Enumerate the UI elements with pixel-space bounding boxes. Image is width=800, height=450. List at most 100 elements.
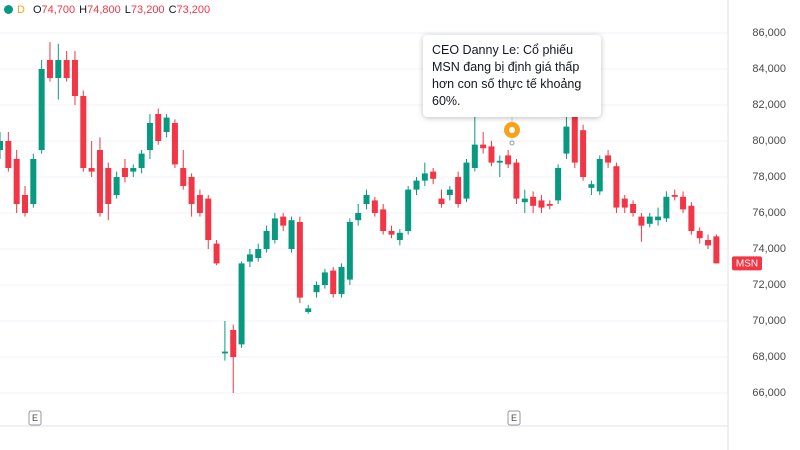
candle-body: [96, 150, 103, 213]
candle-body: [246, 254, 253, 262]
candle-body: [488, 146, 495, 163]
candle-body: [621, 198, 628, 208]
candle-body: [446, 189, 453, 195]
candle-body: [271, 218, 278, 240]
event-marker[interactable]: [507, 410, 521, 426]
candle-body: [288, 220, 295, 249]
candle-body: [463, 162, 470, 199]
candle-body: [113, 177, 120, 195]
candle-body: [188, 177, 195, 204]
ohlc-value: 74,700: [41, 4, 76, 16]
y-tick-label: 76,000: [752, 207, 786, 219]
ohlc-label: H: [79, 4, 88, 16]
candle-body: [663, 196, 670, 219]
event-label: E: [511, 413, 517, 423]
candle-body: [196, 195, 203, 213]
candle-body: [713, 236, 720, 264]
candle-body: [38, 69, 45, 150]
y-tick-label: 74,000: [752, 243, 786, 255]
candle-body: [405, 189, 412, 231]
candle-body: [330, 270, 337, 294]
candle-body: [80, 96, 87, 168]
candle-body: [138, 153, 145, 168]
candle-body: [305, 308, 312, 312]
event-marker[interactable]: [28, 410, 42, 426]
pin-anchor: [509, 140, 515, 146]
candle-body: [605, 155, 612, 163]
candle-body: [238, 263, 245, 345]
candle-body: [455, 177, 462, 204]
candles: [0, 42, 720, 393]
candle-body: [546, 204, 553, 206]
candle-body: [88, 168, 95, 172]
ohlc-value: 73,200: [176, 4, 211, 16]
candle-body: [130, 168, 137, 172]
candle-body: [705, 240, 712, 246]
ohlc-value: 73,200: [130, 4, 165, 16]
candle-body: [121, 168, 128, 177]
candle-body: [296, 222, 303, 298]
candle-body: [46, 60, 53, 78]
candle-body: [380, 209, 387, 231]
candle-body: [205, 198, 212, 240]
candle-body: [588, 184, 595, 188]
annotation: CEO Danny Le: Cổ phiếu MSN đang bị định …: [423, 35, 601, 117]
candle-body: [680, 196, 687, 210]
candle-body: [555, 168, 562, 201]
candle-body: [55, 60, 62, 78]
candle-body: [480, 144, 487, 149]
candle-body: [521, 198, 528, 203]
candle-body: [371, 200, 378, 213]
candle-body: [13, 159, 20, 204]
candle-body: [613, 166, 620, 208]
candle-body: [155, 114, 162, 141]
y-tick-label: 82,000: [752, 99, 786, 111]
candle-body: [363, 195, 370, 204]
annotation-pin-dot: [509, 127, 515, 133]
status-dot: [4, 5, 13, 14]
candle-body: [671, 195, 678, 197]
interval[interactable]: D: [17, 4, 25, 16]
candle-body: [313, 285, 320, 293]
candle-body: [105, 168, 112, 204]
candle-body: [221, 351, 228, 354]
ohlc-value: 74,800: [87, 4, 121, 16]
candle-body: [630, 204, 637, 213]
candle-body: [171, 123, 178, 165]
candle-body: [163, 117, 170, 132]
candle-body: [596, 159, 603, 192]
y-tick-label: 70,000: [752, 315, 786, 327]
y-tick-label: 78,000: [752, 171, 786, 183]
candle-body: [346, 222, 353, 280]
candle-body: [230, 330, 237, 357]
candle-body: [71, 60, 78, 96]
symbol-label: MSN: [736, 259, 758, 270]
y-tick-label: 86,000: [752, 27, 786, 39]
candle-body: [471, 144, 478, 168]
event-label: E: [32, 413, 38, 423]
candle-body: [430, 171, 437, 179]
y-tick-label: 66,000: [752, 387, 786, 399]
ohlc-label: O: [32, 4, 42, 16]
candle-body: [5, 141, 12, 168]
candle-body: [688, 205, 695, 231]
candle-body: [513, 162, 520, 199]
candle-body: [388, 231, 395, 235]
ohlc-label: L: [124, 4, 131, 16]
candle-body: [580, 130, 587, 177]
y-tick-label: 68,000: [752, 351, 786, 363]
candle-body: [421, 173, 428, 181]
candle-body: [696, 231, 703, 239]
candle-body: [63, 60, 70, 78]
candle-body: [496, 160, 503, 163]
candle-body: [263, 231, 270, 249]
candle-body: [21, 195, 28, 213]
candle-body: [0, 141, 3, 150]
candle-body: [280, 216, 287, 226]
candle-body: [30, 159, 37, 204]
candle-body: [146, 123, 153, 150]
grid: [0, 32, 728, 394]
price-label-bg: [732, 256, 762, 271]
